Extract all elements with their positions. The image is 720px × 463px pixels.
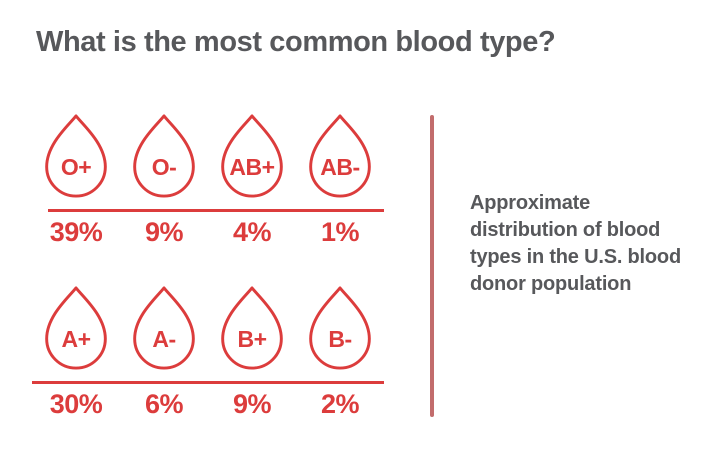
percentages-row: 39% 9% 4% 1% — [32, 217, 384, 248]
blood-type-label: AB+ — [229, 154, 275, 180]
vertical-divider — [430, 115, 434, 417]
note-line: Approximate — [470, 192, 591, 214]
note-line: types in the U.S. blood — [470, 246, 681, 268]
blood-type-percentage: 6% — [144, 389, 184, 419]
blood-type-label: A+ — [61, 326, 91, 352]
underline-rule — [48, 209, 384, 212]
blood-type-cell: O- — [120, 112, 208, 200]
blood-type-cell: AB- — [296, 112, 384, 200]
blood-type-group-top: O+ O- AB+ AB- 39% 9% 4% 1% — [32, 112, 384, 248]
blood-type-label: AB- — [320, 154, 360, 180]
drops-row: O+ O- AB+ AB- — [32, 112, 384, 200]
blood-type-percentage: 30% — [49, 389, 103, 419]
note-line: distribution of blood — [470, 219, 661, 241]
blood-type-cell: AB+ — [208, 112, 296, 200]
blood-type-cell: A+ — [32, 284, 120, 372]
note-text: Approximate distribution of blood types … — [470, 190, 700, 298]
blood-type-label: A- — [152, 326, 176, 352]
underline-rule — [32, 381, 384, 384]
blood-type-percentage: 9% — [144, 217, 184, 247]
blood-type-cell: B- — [296, 284, 384, 372]
page-title: What is the most common blood type? — [36, 26, 556, 58]
blood-type-label: O- — [151, 154, 177, 180]
blood-type-cell: O+ — [32, 112, 120, 200]
blood-type-percentage: 9% — [232, 389, 272, 419]
blood-type-percentage: 1% — [320, 217, 360, 247]
blood-type-percentage: 4% — [232, 217, 272, 247]
blood-type-cell: B+ — [208, 284, 296, 372]
blood-type-label: O+ — [60, 154, 92, 180]
blood-type-label: B+ — [237, 326, 267, 352]
blood-type-cell: A- — [120, 284, 208, 372]
drops-row: A+ A- B+ B- — [32, 284, 384, 372]
blood-type-label: B- — [328, 326, 352, 352]
blood-type-percentage: 2% — [320, 389, 360, 419]
blood-type-group-bottom: A+ A- B+ B- 30% 6% 9% 2% — [32, 284, 384, 420]
percentages-row: 30% 6% 9% 2% — [32, 389, 384, 420]
blood-type-percentage: 39% — [49, 217, 103, 247]
note-line: donor population — [470, 273, 632, 295]
